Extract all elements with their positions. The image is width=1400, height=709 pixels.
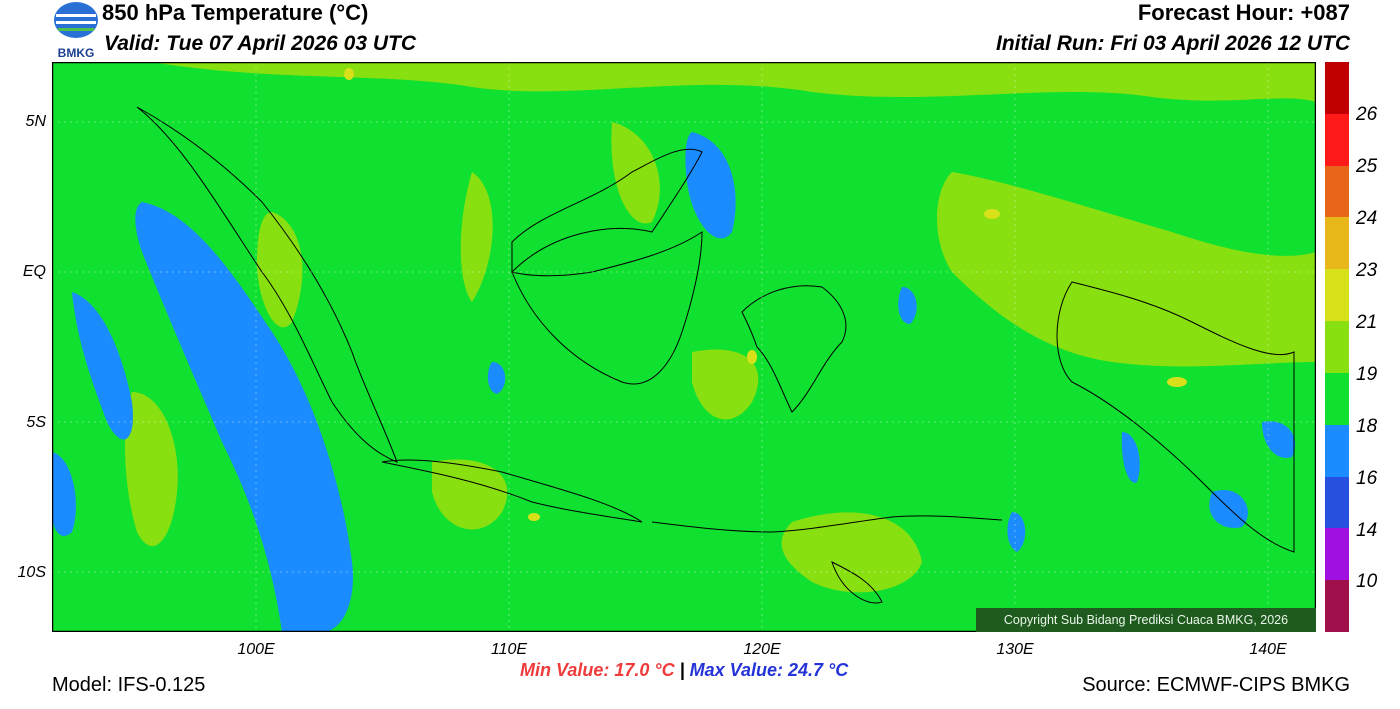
lat-label-5n: 5N <box>25 113 46 130</box>
colorbar-segment <box>1325 321 1349 373</box>
colorbar-segment <box>1325 580 1349 632</box>
lon-label-130e: 130E <box>996 641 1034 658</box>
copyright-notice: Copyright Sub Bidang Prediksi Cuaca BMKG… <box>976 608 1316 632</box>
colorbar-label-26: 26 <box>1356 104 1378 125</box>
lon-label-140e: 140E <box>1249 641 1287 658</box>
max-value: Max Value: 24.7 °C <box>689 660 849 680</box>
colorbar-segment <box>1325 476 1349 529</box>
colorbar-segment <box>1325 165 1349 218</box>
temp-18-regions <box>52 132 1296 632</box>
colorbar-segment <box>1325 424 1349 477</box>
min-max-stats: Min Value: 17.0 °C | Max Value: 24.7 °C <box>520 660 848 681</box>
colorbar-label-21: 21 <box>1356 312 1378 333</box>
colorbar-segment <box>1325 217 1349 270</box>
colorbar-segment <box>1325 372 1349 425</box>
colorbar-label-24: 24 <box>1356 208 1378 229</box>
valid-time: Valid: Tue 07 April 2026 03 UTC <box>104 32 417 55</box>
colorbar-label-16: 16 <box>1356 468 1378 489</box>
lon-label-100e: 100E <box>237 641 275 658</box>
colorbar-label-14: 14 <box>1356 520 1378 541</box>
map-title: 850 hPa Temperature (°C) <box>102 0 369 25</box>
lat-label-10s: 10S <box>17 564 46 581</box>
coastlines <box>136 106 1295 604</box>
colorbar-label-18: 18 <box>1356 416 1378 437</box>
colorbar-label-10: 10 <box>1356 571 1378 592</box>
colorbar-segment <box>1325 528 1349 581</box>
colorbar-label-25: 25 <box>1356 156 1378 177</box>
initial-run: Initial Run: Fri 03 April 2026 12 UTC <box>996 32 1350 55</box>
colorbar-segment <box>1325 113 1349 166</box>
stats-separator: | <box>679 660 685 680</box>
colorbar-segment <box>1325 269 1349 322</box>
model-info: Model: IFS-0.125 <box>52 674 206 696</box>
lat-label-5s: 5S <box>26 414 46 431</box>
source-info: Source: ECMWF-CIPS BMKG <box>1082 674 1350 696</box>
lat-label-eq: EQ <box>22 263 46 280</box>
gridlines <box>52 62 1316 632</box>
temp-21-regions <box>125 62 1316 593</box>
lon-label-120e: 120E <box>743 641 781 658</box>
svg-text:BMKG: BMKG <box>58 46 95 60</box>
colorbar-label-19: 19 <box>1356 364 1378 385</box>
forecast-hour: Forecast Hour: +087 <box>1137 0 1350 25</box>
min-value: Min Value: 17.0 °C <box>520 660 675 680</box>
map-frame <box>52 62 1316 632</box>
lon-label-110e: 110E <box>490 641 528 658</box>
colorbar-segment <box>1325 62 1349 114</box>
colorbar <box>1325 62 1349 632</box>
temp-23-spots <box>344 68 1187 521</box>
bmkg-logo: BMKG <box>52 0 100 60</box>
colorbar-label-23: 23 <box>1356 260 1378 281</box>
temperature-map[interactable] <box>52 62 1316 632</box>
